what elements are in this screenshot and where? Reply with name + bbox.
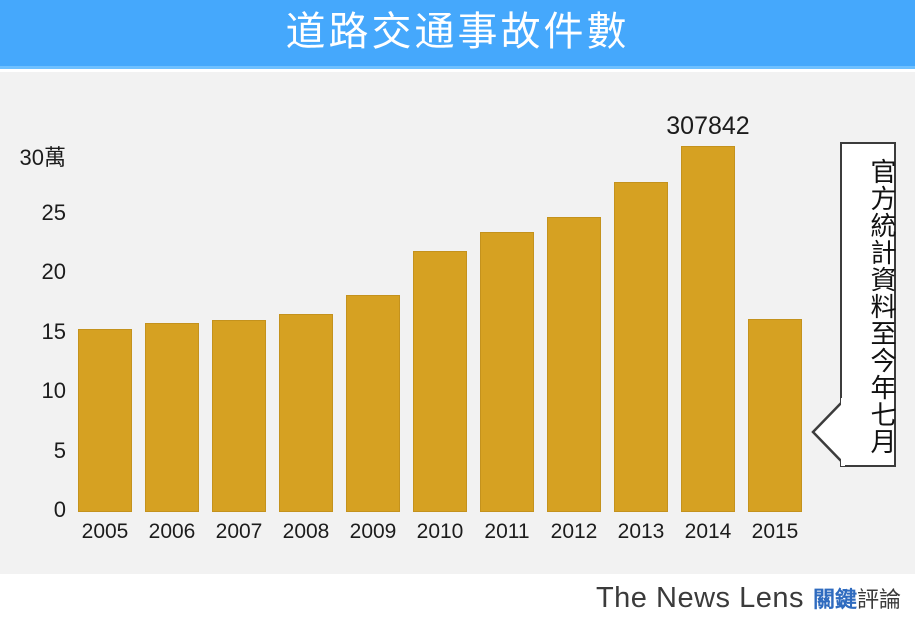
bar-2006[interactable] [145,322,199,512]
chart-panel: 30萬 25 20 15 10 5 0 2005 2006 2007 2008 2009 2010 201… [0,72,915,574]
brand-name-chinese: 關鍵評論 [813,582,901,614]
y-axis-tick-label: 5 [53,437,66,463]
callout-tail-icon [811,398,845,466]
x-axis-tick-label: 2012 [550,520,598,543]
callout-text: 官方統計資料至今年七月 [866,158,896,455]
x-axis-tick-label: 2007 [215,520,263,543]
bar-value-label-2014: 307842 [666,111,750,140]
page-title: 道路交通事故件數 [285,9,630,55]
bar-2009[interactable] [346,295,400,512]
x-axis-tick-label: 2011 [484,520,530,543]
footer: The News Lens 關鍵評論 [0,574,915,622]
bar-2013[interactable] [614,182,668,512]
x-axis-tick-label: 2008 [282,520,330,543]
bar-2012[interactable] [547,216,601,512]
brand-name-chinese-rest: 評論 [856,587,901,613]
bar-2015[interactable] [748,319,802,512]
brand-name-english: The News Lens [595,581,804,614]
x-axis-tick-label: 2010 [416,520,464,543]
y-axis-tick-label: 0 [53,497,66,522]
y-axis-tick-label: 15 [41,318,66,344]
x-axis-tick-label: 2014 [684,520,732,543]
x-axis-tick-label: 2015 [751,520,799,543]
bar-2005[interactable] [78,328,132,512]
bar-2011[interactable] [480,232,534,512]
x-axis-tick-label: 2006 [148,520,196,543]
bar-2007[interactable] [212,320,266,512]
callout-box: 官方統計資料至今年七月 [840,142,896,467]
x-axis-tick-label: 2009 [349,520,397,543]
bar-2014[interactable] [681,145,735,512]
page-header: 道路交通事故件數 [0,0,915,69]
bar-2008[interactable] [279,314,333,512]
bar-chart-plot: 30萬 25 20 15 10 5 0 2005 2006 2007 2008 2009 2010 201… [0,72,915,574]
x-axis-tick-label: 2005 [81,520,129,543]
x-axis-tick-label: 2013 [617,520,665,543]
y-axis-tick-label: 30萬 [19,145,66,170]
brand-logo: The News Lens 關鍵評論 [596,582,901,615]
bar-2010[interactable] [413,251,467,512]
y-axis-tick-label: 25 [41,199,66,225]
y-axis-tick-label: 20 [41,259,66,284]
y-axis-tick-label: 10 [41,378,66,403]
brand-name-chinese-accent: 關鍵 [812,587,857,613]
